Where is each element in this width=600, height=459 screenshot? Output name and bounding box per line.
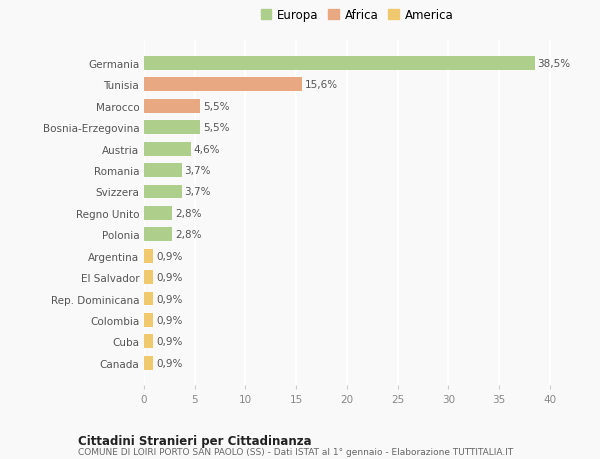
Bar [144, 249, 153, 263]
Text: 38,5%: 38,5% [538, 59, 571, 69]
Text: 4,6%: 4,6% [194, 145, 220, 154]
Text: 3,7%: 3,7% [185, 187, 211, 197]
Bar [144, 228, 172, 242]
Text: 0,9%: 0,9% [156, 336, 182, 347]
Bar [144, 335, 153, 348]
Text: 5,5%: 5,5% [203, 123, 229, 133]
Text: 0,9%: 0,9% [156, 358, 182, 368]
Text: 3,7%: 3,7% [185, 166, 211, 176]
Text: COMUNE DI LOIRI PORTO SAN PAOLO (SS) - Dati ISTAT al 1° gennaio - Elaborazione T: COMUNE DI LOIRI PORTO SAN PAOLO (SS) - D… [78, 448, 513, 457]
Bar [144, 100, 200, 113]
Bar [144, 313, 153, 327]
Text: 0,9%: 0,9% [156, 294, 182, 304]
Text: Cittadini Stranieri per Cittadinanza: Cittadini Stranieri per Cittadinanza [78, 434, 311, 447]
Text: 2,8%: 2,8% [175, 230, 202, 240]
Bar [144, 164, 182, 178]
Bar [144, 185, 182, 199]
Legend: Europa, Africa, America: Europa, Africa, America [257, 6, 457, 26]
Bar [144, 207, 172, 220]
Text: 0,9%: 0,9% [156, 315, 182, 325]
Bar [144, 292, 153, 306]
Bar [144, 57, 535, 71]
Text: 5,5%: 5,5% [203, 101, 229, 112]
Bar [144, 78, 302, 92]
Text: 2,8%: 2,8% [175, 208, 202, 218]
Bar [144, 356, 153, 370]
Bar [144, 142, 191, 157]
Bar [144, 270, 153, 285]
Bar [144, 121, 200, 135]
Text: 0,9%: 0,9% [156, 273, 182, 282]
Text: 0,9%: 0,9% [156, 251, 182, 261]
Text: 15,6%: 15,6% [305, 80, 338, 90]
